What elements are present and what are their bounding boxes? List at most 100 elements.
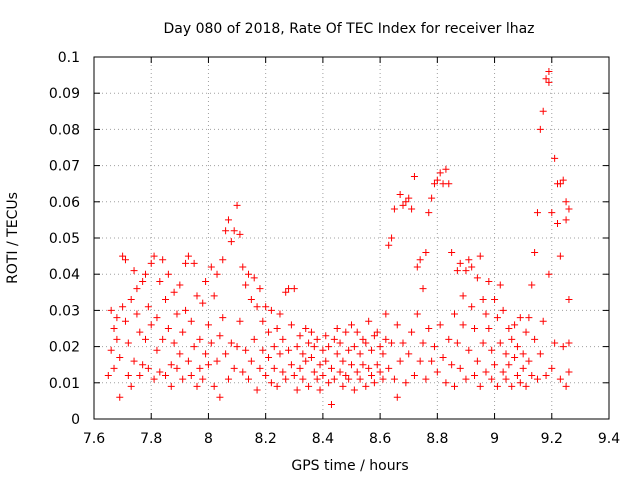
data-point [545,67,553,75]
data-point [144,303,152,311]
data-point [213,270,221,278]
data-point [204,321,212,329]
data-point [202,277,210,285]
data-point [430,180,438,188]
data-point [473,274,481,282]
data-point [373,361,381,369]
data-point [184,252,192,260]
data-point [276,350,284,358]
data-point [184,357,192,365]
data-point [156,368,164,376]
data-point [491,296,499,304]
data-point [396,357,404,365]
data-point [282,375,290,383]
data-point [219,256,227,264]
data-point [536,350,544,358]
data-point [428,357,436,365]
data-point [187,317,195,325]
data-point [322,357,330,365]
data-point [150,252,158,260]
data-point [247,357,255,365]
data-point [405,350,413,358]
data-point [359,335,367,343]
data-point [219,314,227,322]
data-point [428,194,436,202]
data-point [302,325,310,332]
data-point [393,321,401,329]
data-point [204,361,212,369]
data-point [468,263,476,271]
data-point [505,325,513,332]
data-point [465,346,473,354]
x-tick-label: 8.6 [369,431,391,447]
data-point [127,296,135,304]
data-point [236,317,244,325]
data-point [270,343,278,351]
x-tick-label: 8 [204,431,213,447]
data-point [496,339,504,347]
y-tick-label: 0.06 [49,195,80,211]
data-point [396,191,404,199]
data-point [556,252,564,260]
data-point [370,379,378,387]
data-point [356,350,364,358]
data-point [433,368,441,376]
data-point [333,350,341,358]
data-point [339,357,347,365]
data-point [342,328,350,336]
data-point [476,382,484,390]
data-point [419,285,427,293]
data-point [353,328,361,336]
data-point [382,335,390,343]
data-point [479,339,487,347]
data-point [388,234,396,242]
data-point [265,353,273,361]
data-point [322,332,330,340]
data-point [247,296,255,304]
data-point [173,310,181,318]
axis-ticks: 7.6 7.8 8 8.2 8.4 8.6 8.8 9 9.2 9.4 0 0.01 0.02 0.03 0… [49,50,620,447]
data-point [482,368,490,376]
y-axis-label: ROTI / TECUs [5,192,21,284]
data-point [533,375,541,383]
data-point [207,263,215,271]
data-point [139,361,147,369]
data-point [536,125,544,133]
data-point [385,364,393,372]
data-point [473,357,481,365]
data-point [253,303,261,311]
data-point [430,343,438,351]
y-tick-label: 0.01 [49,376,80,392]
data-point [405,194,413,202]
data-point [230,364,238,372]
data-point [216,332,224,340]
data-point [142,335,149,343]
data-point [227,238,235,246]
data-point [305,382,313,390]
data-point [408,205,416,213]
data-point [390,375,398,383]
data-point [533,209,541,217]
data-point [262,372,270,380]
data-point [559,343,567,351]
data-point [502,350,510,358]
data-point [113,314,121,322]
data-point [505,361,513,369]
data-point [554,220,561,228]
data-point [410,172,418,180]
y-tick-label: 0.08 [49,122,80,138]
data-point [210,382,218,390]
data-point [456,364,464,372]
data-point [245,270,252,278]
data-point [456,259,464,267]
data-point [373,328,381,336]
data-point [413,310,421,318]
data-point [302,357,310,365]
x-tick-label: 9.2 [541,431,563,447]
data-point [224,216,232,224]
data-point [245,375,252,383]
data-point [113,335,121,343]
data-point [482,310,490,318]
data-point [313,335,321,343]
